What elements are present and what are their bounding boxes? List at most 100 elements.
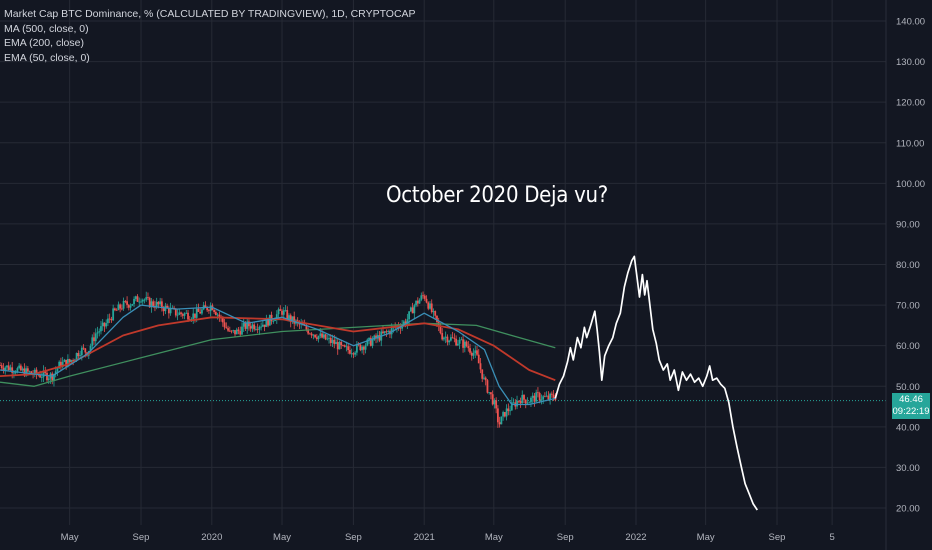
candle-body	[469, 348, 471, 353]
candle-body	[488, 392, 491, 394]
candle-body	[232, 330, 235, 331]
candle-body	[216, 314, 219, 316]
candle-body	[166, 305, 169, 308]
candle-body	[272, 320, 275, 322]
candle-body	[483, 377, 485, 379]
price-axis[interactable]: 20.00 30.00 40.00 50.00 60.00 70.00 80.00 90.00…	[896, 17, 925, 515]
price-axis-label: 60.00	[896, 341, 920, 352]
candle-body	[80, 347, 83, 356]
time-axis[interactable]: May Sep 2020 May Sep 2021 May Sep 2022 May Sep 5	[61, 532, 835, 543]
candle-body	[460, 339, 463, 341]
candle-body	[524, 399, 527, 404]
candle-body	[456, 343, 459, 346]
candle-body	[453, 338, 456, 339]
candle-body	[119, 304, 122, 309]
candle-body	[72, 360, 75, 361]
candle-body	[126, 301, 128, 305]
legend-ema50[interactable]: EMA (50, close, 0)	[4, 51, 90, 64]
candle-body	[2, 368, 5, 371]
candle-body	[274, 320, 276, 321]
candle-body	[246, 321, 249, 329]
candle-body	[138, 301, 141, 303]
candle-body	[385, 331, 388, 333]
price-axis-label: 20.00	[896, 504, 920, 515]
candle-body	[96, 332, 99, 334]
candle-body	[481, 369, 484, 379]
candle-body	[531, 395, 534, 398]
candle-body	[230, 330, 233, 332]
legend-title[interactable]: Market Cap BTC Dominance, % (CALCULATED …	[4, 8, 416, 20]
candle-body	[352, 353, 355, 355]
candle-body	[221, 317, 224, 323]
candle-body	[25, 368, 28, 376]
candle-body	[206, 306, 209, 311]
candle-body	[308, 333, 311, 335]
bar-countdown: 09:22:19	[892, 406, 930, 417]
chart-annotation-text[interactable]: October 2020 Deja vu?	[386, 183, 608, 208]
candle-body	[350, 353, 353, 355]
candle-body	[260, 326, 263, 328]
time-axis-label: 2020	[201, 532, 222, 543]
price-axis-label: 80.00	[896, 260, 920, 271]
candle-body	[77, 353, 80, 357]
candle-body	[467, 346, 470, 349]
projection-drawing[interactable]	[554, 255, 759, 511]
candle-body	[517, 400, 520, 402]
chart-legend: Market Cap BTC Dominance, % (CALCULATED …	[4, 7, 416, 65]
legend-ema200[interactable]: EMA (200, close)	[4, 37, 84, 49]
candle-body	[361, 346, 364, 351]
candle-body	[523, 394, 525, 400]
current-price-label: 46.46 09:22:19	[892, 393, 930, 419]
candle-body	[409, 307, 412, 312]
projection-line[interactable]	[554, 255, 759, 511]
candle-body	[194, 313, 196, 318]
candle-body	[181, 314, 184, 316]
candle-body	[476, 350, 478, 355]
candle-body	[519, 400, 522, 404]
candle-body	[26, 368, 29, 372]
candle-body	[425, 298, 428, 303]
candle-body	[505, 408, 508, 417]
candle-body	[507, 408, 510, 412]
candle-body	[105, 323, 108, 327]
candle-body	[436, 315, 438, 323]
candle-body	[343, 345, 346, 347]
candle-body	[141, 299, 144, 302]
candle-body	[441, 333, 444, 340]
candle-body	[176, 314, 179, 316]
candle-body	[227, 328, 229, 331]
candle-body	[448, 340, 451, 343]
candle-body	[427, 302, 430, 309]
price-axis-label: 130.00	[896, 57, 925, 68]
candle-body	[183, 313, 186, 316]
candle-body	[479, 363, 482, 370]
candle-body	[286, 310, 289, 320]
price-candles	[0, 291, 557, 428]
candle-body	[39, 375, 41, 378]
candle-body	[75, 353, 78, 360]
legend-ma500[interactable]: MA (500, close, 0)	[4, 22, 89, 35]
candle-body	[432, 311, 435, 313]
candle-body	[13, 372, 15, 374]
candle-body	[444, 336, 447, 338]
candle-body	[275, 314, 278, 321]
time-axis-label: Sep	[769, 532, 786, 543]
candle-body	[53, 374, 55, 381]
candle-body	[493, 400, 496, 405]
candle-body	[100, 326, 102, 332]
candle-body	[322, 334, 325, 338]
candle-body	[265, 318, 268, 327]
candle-body	[530, 397, 532, 403]
candle-body	[495, 400, 498, 409]
candle-body	[291, 316, 294, 323]
candle-body	[213, 309, 216, 313]
candle-body	[451, 337, 454, 339]
candle-body	[335, 342, 337, 345]
candle-body	[408, 311, 411, 320]
price-axis-label: 70.00	[896, 301, 920, 312]
candle-body	[411, 307, 414, 314]
candle-body	[108, 318, 111, 320]
candle-body	[549, 393, 552, 400]
candle-body	[255, 329, 257, 330]
